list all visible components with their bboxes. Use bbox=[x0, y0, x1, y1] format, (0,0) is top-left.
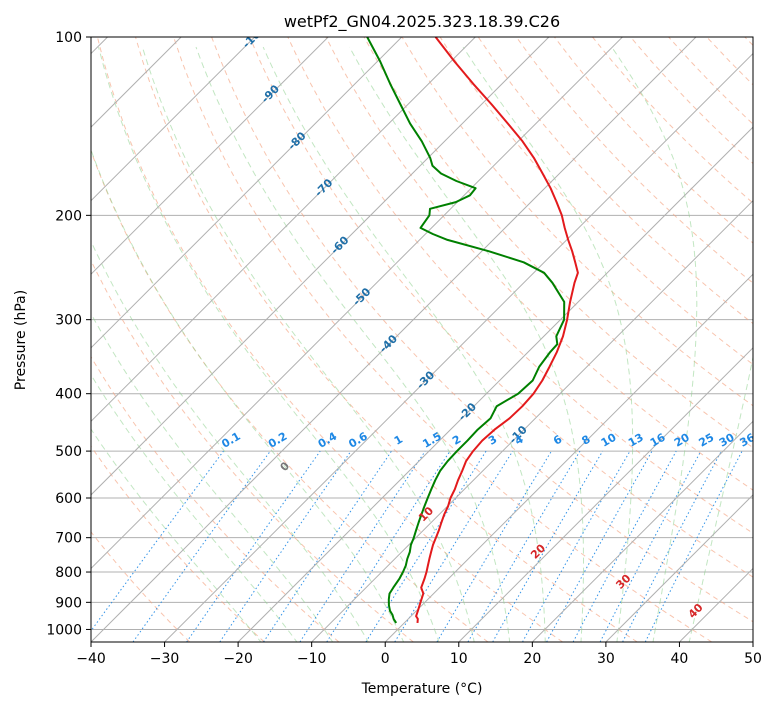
isotherm-line bbox=[91, 37, 697, 642]
dry-adiabat-line bbox=[91, 531, 191, 642]
y-tick-label: 700 bbox=[55, 531, 82, 547]
mixing-ratio-lines bbox=[91, 450, 743, 642]
x-tick-label: 30 bbox=[597, 651, 615, 667]
isotherm-line bbox=[91, 37, 476, 423]
x-tick-label: −40 bbox=[76, 651, 106, 667]
isotherm-line bbox=[458, 347, 753, 642]
moist-adiabat-line bbox=[91, 373, 298, 642]
x-tick-label: 20 bbox=[523, 651, 541, 667]
isotherm-line bbox=[384, 273, 753, 642]
mixing-ratio-line bbox=[546, 450, 653, 642]
moist-adiabat-line bbox=[98, 46, 440, 642]
x-tick-label: 10 bbox=[450, 651, 468, 667]
moist-adiabat-line bbox=[91, 240, 369, 642]
mixing-ratio-line bbox=[394, 450, 514, 642]
plot-frame bbox=[90, 36, 754, 643]
mixing-ratio-line bbox=[263, 450, 392, 642]
isotherm-line bbox=[91, 37, 623, 570]
isotherm-line bbox=[164, 52, 753, 642]
x-tick-label: −10 bbox=[297, 651, 327, 667]
moist-adiabat-line bbox=[91, 148, 405, 642]
mixing-ratio-line bbox=[219, 450, 352, 642]
dry-adiabat-line bbox=[287, 37, 753, 534]
x-tick-label: 40 bbox=[671, 651, 689, 667]
y-axis-title: Pressure (hPa) bbox=[13, 290, 29, 390]
moist-adiabat-line bbox=[462, 46, 634, 642]
moist-adiabat-line bbox=[141, 46, 475, 642]
mixing-ratio-line bbox=[572, 450, 677, 642]
dry-adiabat-line bbox=[401, 37, 753, 407]
x-axis-title: Temperature (°C) bbox=[361, 681, 483, 697]
x-axis-ticks: −40 −30 −20 −10 0 10 20 30 40 50 bbox=[76, 642, 762, 667]
mixing-ratio-label: 36 bbox=[738, 431, 758, 450]
x-tick-label: −20 bbox=[223, 651, 253, 667]
moist-adiabat-line bbox=[262, 46, 546, 642]
y-tick-label: 900 bbox=[55, 595, 82, 611]
dry-adiabat-line bbox=[249, 37, 753, 578]
y-tick-label: 100 bbox=[55, 30, 82, 46]
mixing-ratio-line bbox=[522, 450, 631, 642]
isotherm-line bbox=[91, 37, 550, 496]
x-tick-label: −30 bbox=[150, 651, 180, 667]
y-tick-label: 600 bbox=[55, 491, 82, 507]
moist-adiabat-line bbox=[611, 46, 698, 642]
moist-adiabat-line bbox=[195, 46, 511, 642]
dry-adiabat-line bbox=[96, 37, 563, 642]
dry-adiabat-line bbox=[91, 355, 340, 642]
x-tick-label: 50 bbox=[744, 651, 762, 667]
y-tick-label: 500 bbox=[55, 444, 82, 460]
moist-adiabat-line bbox=[688, 354, 753, 642]
mixing-ratio-line bbox=[132, 450, 271, 642]
mixing-ratio-line bbox=[299, 450, 426, 642]
dry-adiabat-line bbox=[135, 37, 638, 642]
dry-adiabat-line bbox=[173, 37, 713, 642]
y-tick-label: 800 bbox=[55, 565, 82, 581]
y-tick-label: 300 bbox=[55, 313, 82, 329]
temperature-profile bbox=[415, 37, 579, 623]
isotherms bbox=[91, 37, 753, 642]
isotherm-line bbox=[531, 420, 753, 642]
pressure-gridlines bbox=[91, 37, 753, 630]
isotherm-line bbox=[91, 37, 256, 202]
sounding-profiles bbox=[366, 37, 579, 624]
dewpoint-profile bbox=[366, 37, 566, 624]
isotherm-line bbox=[91, 37, 403, 349]
isotherm-line bbox=[91, 37, 329, 275]
chart-title: wetPf2_GN04.2025.323.18.39.C26 bbox=[284, 12, 560, 32]
moist-adiabat-line bbox=[91, 312, 334, 642]
dry-adiabat-line bbox=[91, 445, 265, 642]
y-tick-label: 200 bbox=[55, 208, 82, 224]
dry-adiabat-line bbox=[439, 37, 753, 366]
x-tick-label: 0 bbox=[381, 651, 390, 667]
mixing-ratio-line bbox=[326, 450, 451, 642]
plot-area: -100-90-80-70-60-50-40-30-20-100.10.20.4… bbox=[91, 37, 758, 642]
moist-adiabats bbox=[91, 46, 753, 642]
dry-adiabat-line bbox=[515, 37, 753, 284]
y-tick-label: 400 bbox=[55, 387, 82, 403]
y-axis-ticks: 100 200 300 400 500 600 700 800 900 1000 bbox=[46, 30, 91, 638]
y-tick-label: 1000 bbox=[46, 622, 82, 638]
isotherm-line bbox=[237, 126, 753, 642]
mixing-ratio-line bbox=[91, 450, 224, 632]
mixing-ratio-line bbox=[644, 450, 743, 642]
dry-adiabat-line bbox=[211, 37, 753, 623]
moist-adiabat-line bbox=[91, 428, 262, 642]
mixing-ratio-line bbox=[186, 450, 321, 642]
isotherm-line bbox=[605, 494, 753, 642]
